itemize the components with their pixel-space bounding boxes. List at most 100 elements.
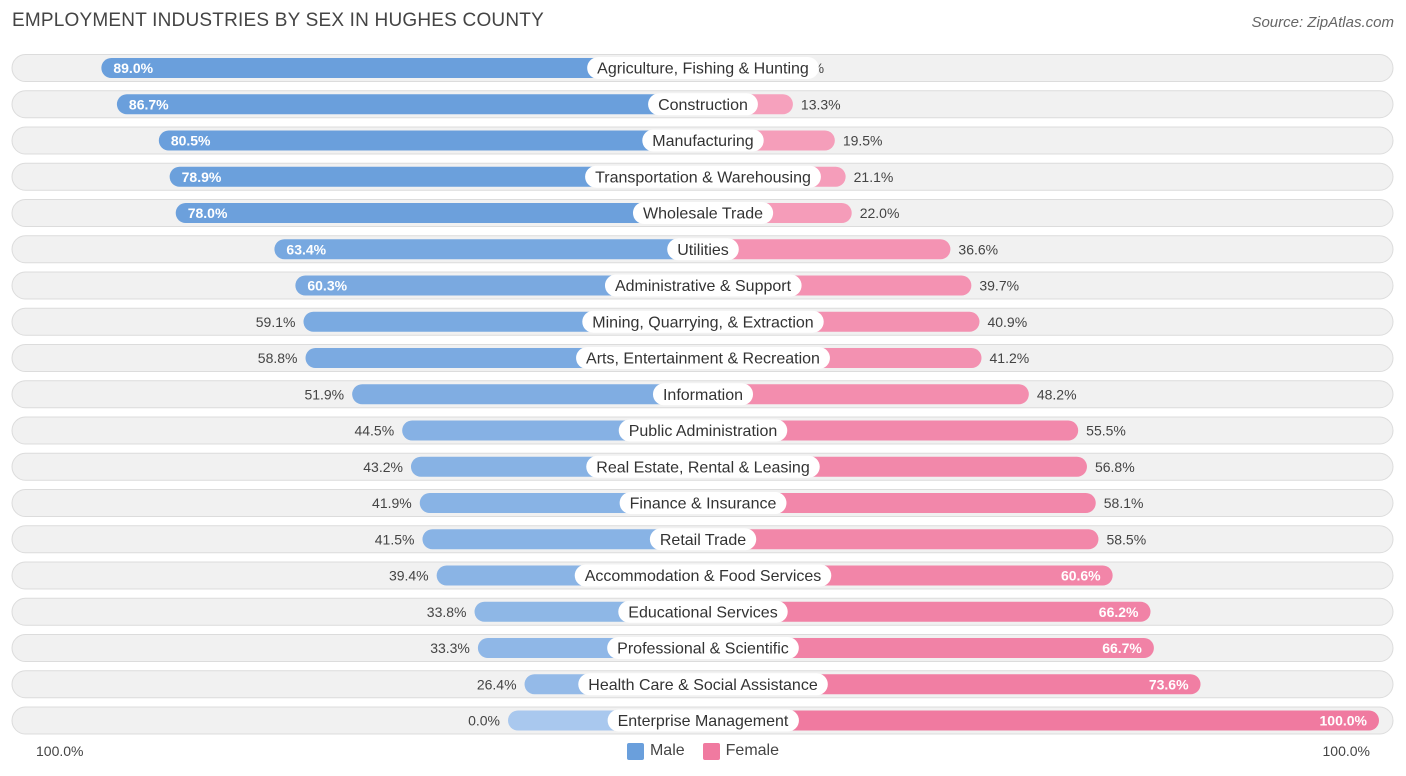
category-label-pill [574,564,832,587]
value-label-female: 21.1% [854,169,894,185]
bar-male [295,275,703,296]
category-label: Public Administration [629,423,778,440]
value-label-male: 0.0% [468,713,500,729]
category-label: Wholesale Trade [643,206,763,223]
value-label-female: 60.6% [1061,568,1101,584]
value-label-female: 22.0% [860,205,900,221]
value-label-female: 40.9% [987,314,1027,330]
category-label: Professional & Scientific [617,641,789,658]
bar-male [101,58,704,78]
value-label-male: 78.9% [182,169,222,185]
category-label: Construction [658,97,748,114]
legend-swatch-male [626,742,644,760]
category-label-pill [632,202,774,224]
value-label-female: 58.5% [1106,531,1146,547]
bar-male [352,384,703,405]
value-label-female: 55.5% [1086,423,1126,439]
bar-male [175,203,704,223]
category-label-pill [607,637,799,659]
bar-female [703,239,951,260]
value-label-male: 59.1% [256,314,296,330]
category-label-pill [618,419,788,442]
source-credit: Source: ZipAtlas.com [1251,14,1394,31]
value-label-female: 58.1% [1104,495,1144,511]
category-label: Real Estate, Rental & Leasing [596,459,809,476]
value-label-male: 44.5% [354,423,394,439]
category-label-pill [578,673,828,696]
value-label-female: 56.8% [1095,459,1135,475]
value-label-female: 36.6% [958,241,998,257]
category-label-pill [648,93,758,116]
bar-female [703,601,1151,622]
category-label: Educational Services [628,604,777,621]
category-label-pill [587,57,819,79]
bar-male [422,529,703,550]
legend-item-male[interactable]: Male [626,742,685,760]
bar-female [703,638,1154,658]
value-label-male: 58.8% [258,350,298,366]
legend-swatch-female [702,742,720,760]
value-label-male: 41.5% [375,531,415,547]
category-label: Enterprise Management [618,713,789,730]
value-label-male: 41.9% [372,495,412,511]
value-label-male: 60.3% [307,278,347,294]
value-label-male: 78.0% [188,205,228,221]
value-label-female: 100.0% [1320,713,1368,729]
value-label-male: 26.4% [477,676,517,692]
category-label-pill [576,347,830,369]
value-label-female: 73.6% [1149,676,1189,692]
category-label: Retail Trade [660,532,746,549]
category-label-pill [607,709,799,732]
category-label: Health Care & Social Assistance [588,677,818,694]
value-label-male: 63.4% [286,241,326,257]
legend: Male Female [0,742,1406,760]
category-label-pill [604,274,802,297]
category-label-pill [618,600,788,623]
category-label-pill [667,238,739,261]
bar-female [703,493,1096,513]
category-label-pill [586,455,820,478]
bar-chart: 89.0%11.0%Agriculture, Fishing & Hunting… [11,54,1394,735]
category-label: Accommodation & Food Services [585,568,822,585]
category-label: Agriculture, Fishing & Hunting [597,61,809,78]
legend-item-female[interactable]: Female [702,742,780,760]
value-label-male: 80.5% [171,133,211,149]
category-label-pill [619,492,787,514]
category-label: Manufacturing [652,133,753,150]
bar-male [274,239,703,260]
bar-male [169,166,704,187]
category-label: Arts, Entertainment & Recreation [586,351,820,368]
bar-female [703,529,1099,550]
value-label-female: 41.2% [990,350,1030,366]
legend-label-female: Female [725,742,780,759]
value-label-male: 33.3% [430,640,470,656]
value-label-female: 13.3% [801,96,841,112]
value-label-male: 89.0% [113,60,153,76]
bar-male [158,130,703,151]
category-label: Transportation & Warehousing [595,169,811,186]
bar-male [116,94,703,115]
category-label-pill [652,383,754,406]
legend-label-male: Male [649,742,685,759]
value-label-male: 43.2% [363,459,403,475]
chart-title: EMPLOYMENT INDUSTRIES BY SEX IN HUGHES C… [12,10,544,31]
category-label: Utilities [677,242,729,259]
category-label: Information [663,387,743,404]
value-label-female: 19.5% [843,133,883,149]
value-label-female: 39.7% [979,278,1019,294]
bar-female [703,384,1029,405]
value-label-male: 33.8% [427,604,467,620]
axis-left-label: 100.0% [36,743,84,759]
category-label-pill [642,129,764,152]
category-label: Mining, Quarrying, & Extraction [592,314,813,331]
value-label-male: 86.7% [129,96,169,112]
value-label-male: 51.9% [304,386,344,402]
category-label-pill [582,310,824,333]
category-label-pill [585,165,821,188]
category-label: Finance & Insurance [630,496,777,513]
bar-female [703,420,1079,441]
bar-female [703,710,1379,731]
bar-female [703,674,1201,695]
value-label-female: 66.2% [1099,604,1139,620]
value-label-female: 66.7% [1102,640,1142,656]
